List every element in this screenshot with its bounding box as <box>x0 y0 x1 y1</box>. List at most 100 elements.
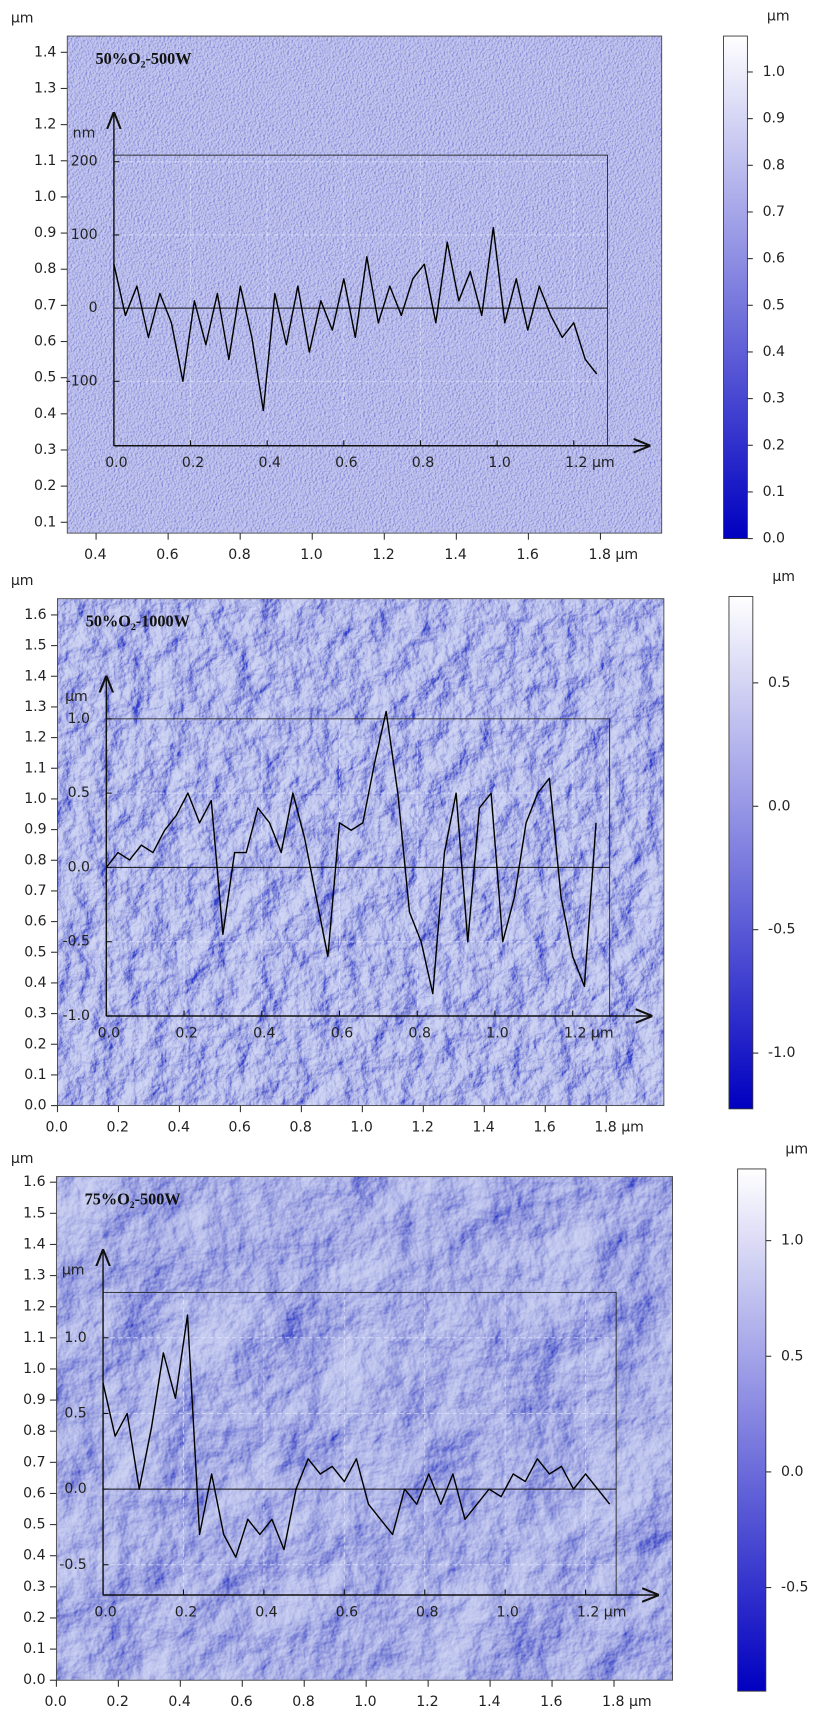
image-x-tick-label: 0.6 <box>230 1694 252 1710</box>
image-x-tick-label: 0.8 <box>228 547 250 563</box>
colorbar-tick-label: 0.9 <box>763 111 785 127</box>
image-y-tick-label: 0.9 <box>23 1392 45 1408</box>
x-tick-label: 0.2 <box>175 1025 197 1041</box>
image-y-tick-label: 0.4 <box>34 406 56 422</box>
colorbar-unit: µm <box>767 8 790 24</box>
image-x-tick-label: 0.4 <box>168 1119 190 1135</box>
y-tick-label: 0.5 <box>64 1405 86 1421</box>
x-tick-label: 0.8 <box>412 455 434 471</box>
image-y-tick-label: 0.3 <box>34 442 56 458</box>
image-y-tick-label: 0.8 <box>24 852 46 868</box>
colorbar <box>737 1168 767 1692</box>
image-x-tick-label: 1.2 <box>411 1119 433 1135</box>
colorbar-tick-label: 1.0 <box>781 1233 803 1249</box>
y-tick-label: 0.0 <box>68 859 90 875</box>
y-tick-label: 1.0 <box>64 1330 86 1346</box>
colorbar <box>728 596 754 1110</box>
image-y-tick-label: 1.2 <box>24 730 46 746</box>
image-frame <box>55 1176 673 1681</box>
image-y-tick-label: 0.7 <box>24 883 46 899</box>
inset-y-unit: µm <box>65 689 88 705</box>
image-frame <box>57 598 665 1107</box>
image-y-unit: µm <box>11 573 34 589</box>
x-tick-label: 1.2 µm <box>564 1025 614 1041</box>
image-x-tick-label: 1.6 <box>540 1694 562 1710</box>
image-y-tick-label: 0.8 <box>23 1423 45 1439</box>
image-x-tick-label: 0.0 <box>44 1694 66 1710</box>
colorbar-tick-label: 0.7 <box>763 204 785 220</box>
image-x-tick-label: 0.8 <box>289 1119 311 1135</box>
colorbar-tick-label: 0.5 <box>781 1348 803 1364</box>
x-tick-label: 0.4 <box>259 455 281 471</box>
colorbar-tick-label: 0.3 <box>763 391 785 407</box>
image-y-tick-label: 1.2 <box>23 1299 45 1315</box>
image-x-tick-label: 0.6 <box>228 1119 250 1135</box>
x-tick-label: 1.0 <box>496 1604 518 1620</box>
image-y-tick-label: 0.5 <box>23 1517 45 1533</box>
sample-label: 50%O₂-500W <box>95 49 192 68</box>
image-x-tick-label: 1.8 µm <box>602 1694 652 1710</box>
image-x-tick-label: 1.4 <box>444 547 466 563</box>
afm-image <box>56 1176 673 1681</box>
x-tick-label: 0.4 <box>255 1604 277 1620</box>
profile-line <box>102 1314 611 1558</box>
x-tick-label: 0.8 <box>409 1025 431 1041</box>
x-tick-label: 1.0 <box>488 455 510 471</box>
image-y-tick-label: 0.6 <box>23 1485 45 1501</box>
image-x-tick-label: 0.4 <box>84 547 106 563</box>
image-x-tick-label: 1.0 <box>350 1119 372 1135</box>
image-y-tick-label: 0.0 <box>23 1672 45 1688</box>
colorbar-tick-label: 0.4 <box>763 344 785 360</box>
x-tick-label: 0.0 <box>94 1604 116 1620</box>
colorbar-tick-label: 1.0 <box>763 64 785 80</box>
afm-image <box>67 36 662 534</box>
x-tick-label: 0.0 <box>105 455 127 471</box>
image-x-tick-label: 0.2 <box>106 1694 128 1710</box>
y-tick-label: 100 <box>71 227 98 243</box>
image-y-unit: µm <box>11 1151 34 1167</box>
image-x-tick-label: 0.2 <box>107 1119 129 1135</box>
image-y-tick-label: 0.3 <box>24 1006 46 1022</box>
x-tick-label: 0.4 <box>253 1025 275 1041</box>
image-y-tick-label: 0.4 <box>24 975 46 991</box>
image-y-tick-label: 0.7 <box>23 1454 45 1470</box>
image-x-tick-label: 1.8 µm <box>594 1119 644 1135</box>
y-tick-label: 1.0 <box>68 711 90 727</box>
image-x-tick-label: 1.6 <box>533 1119 555 1135</box>
image-y-tick-label: 0.6 <box>24 914 46 930</box>
image-x-tick-label: 0.4 <box>168 1694 190 1710</box>
sample-label: 50%O₂-1000W <box>86 611 191 630</box>
image-y-tick-label: 0.8 <box>34 261 56 277</box>
image-x-tick-label: 1.0 <box>300 547 322 563</box>
profile-line <box>113 226 598 412</box>
image-x-tick-label: 0.8 <box>292 1694 314 1710</box>
inset-y-unit: nm <box>73 125 96 141</box>
colorbar-tick-label: 0.2 <box>763 437 785 453</box>
image-y-tick-label: 0.2 <box>24 1036 46 1052</box>
image-y-tick-label: 0.0 <box>24 1098 46 1114</box>
image-y-tick-label: 0.6 <box>34 333 56 349</box>
image-x-tick-label: 1.8 µm <box>589 547 639 563</box>
image-y-tick-label: 0.1 <box>34 514 56 530</box>
colorbar-tick-label: 0.0 <box>781 1464 803 1480</box>
image-y-tick-label: 0.9 <box>24 822 46 838</box>
y-tick-label: -0.5 <box>59 1557 86 1573</box>
image-frame <box>66 35 663 534</box>
image-y-tick-label: 1.3 <box>23 1268 45 1284</box>
image-y-tick-label: 1.4 <box>23 1236 45 1252</box>
x-tick-label: 0.2 <box>175 1604 197 1620</box>
colorbar-tick-label: 0.1 <box>763 484 785 500</box>
afm-image <box>57 598 664 1106</box>
y-tick-label: 0.0 <box>64 1481 86 1497</box>
y-tick-label: -0.5 <box>63 934 90 950</box>
image-x-tick-label: 1.2 <box>372 547 394 563</box>
colorbar-tick-label: 0.0 <box>763 531 785 547</box>
colorbar-unit: µm <box>785 1141 808 1157</box>
image-x-tick-label: 1.2 <box>416 1694 438 1710</box>
y-tick-label: -1.0 <box>63 1008 90 1024</box>
image-y-tick-label: 0.7 <box>34 297 56 313</box>
y-tick-label: 0.5 <box>68 785 90 801</box>
x-tick-label: 0.2 <box>182 455 204 471</box>
